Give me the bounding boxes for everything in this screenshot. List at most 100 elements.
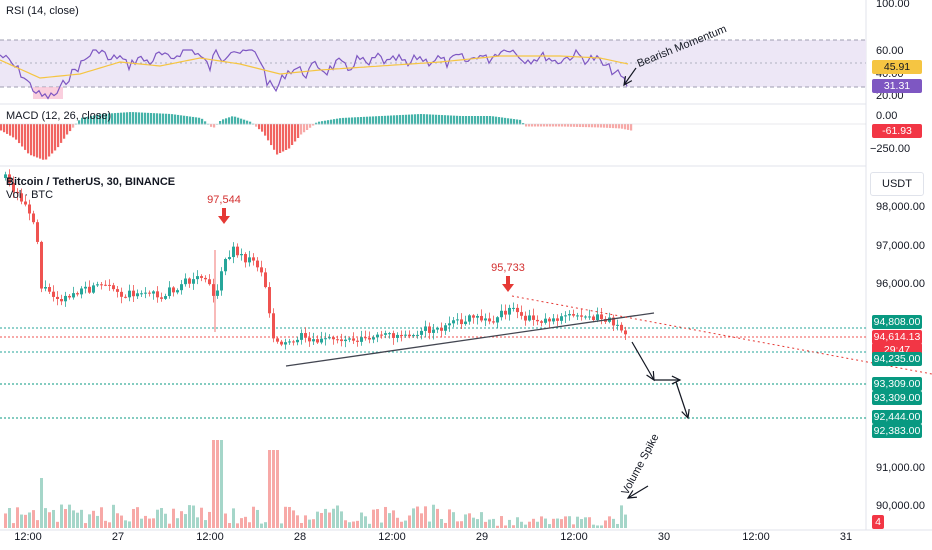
volume-badge: 4 [872, 515, 884, 529]
x-tick: 12:00 [378, 531, 406, 543]
macd-bar [294, 124, 297, 142]
macd-bar [63, 124, 66, 139]
volume-bar [76, 512, 79, 528]
macd-bar [87, 116, 90, 125]
volume-bar [300, 522, 303, 528]
volume-bar [152, 518, 155, 528]
currency-button[interactable]: USDT [870, 172, 924, 196]
x-tick: 12:00 [14, 531, 42, 543]
volume-bar [392, 510, 395, 528]
volume-bar [560, 519, 563, 528]
candle-body [504, 310, 507, 315]
macd-bar [318, 121, 321, 125]
candle-body [264, 272, 267, 288]
candle-body [56, 296, 59, 300]
candle-body [468, 315, 471, 322]
macd-bar [492, 116, 495, 125]
volume-bar [172, 508, 175, 528]
macd-bar [72, 124, 75, 128]
candle-body [336, 339, 339, 341]
macd-bar [327, 120, 330, 125]
macd-bar [447, 115, 450, 125]
macd-bar [60, 124, 63, 143]
candle-body [460, 319, 463, 325]
macd-bar [369, 116, 372, 125]
macd-bar [345, 117, 348, 125]
macd-bar [30, 124, 33, 156]
candle-body [388, 333, 391, 335]
volume-bar [112, 504, 115, 528]
volume-bar [612, 518, 615, 528]
macd-bar [579, 124, 582, 127]
macd-bar [441, 115, 444, 125]
volume-bar [424, 506, 427, 528]
candle-body [40, 241, 43, 289]
macd-bar [51, 124, 54, 154]
volume-bar [428, 521, 431, 528]
volume-bar [404, 520, 407, 528]
volume-bar [388, 513, 391, 528]
macd-bar [285, 124, 288, 150]
volume-bar [48, 512, 51, 528]
macd-bar [168, 113, 171, 125]
volume-bar [240, 518, 243, 528]
candle-body [556, 318, 559, 321]
volume-bar [604, 520, 607, 528]
macd-bar [309, 124, 312, 128]
macd-bar [231, 116, 234, 125]
volume-bar [588, 517, 591, 528]
macd-bar [375, 116, 378, 125]
volume-bar [504, 525, 507, 528]
volume-title[interactable]: Vol · BTC [6, 189, 54, 201]
volume-bar [536, 521, 539, 528]
volume-bar [412, 508, 415, 528]
candle-body [116, 289, 119, 292]
candle-body [520, 312, 523, 316]
candle-body [440, 327, 443, 331]
candle-body [552, 318, 555, 322]
macd-bar [465, 116, 468, 125]
rsi-title: RSI (14, close) [6, 5, 79, 17]
macd-bar [336, 118, 339, 125]
macd-bar [576, 124, 579, 127]
volume-bar [212, 440, 215, 528]
candle-body [288, 341, 291, 343]
volume-bar [460, 521, 463, 528]
macd-bar [354, 117, 357, 125]
macd-bar [297, 124, 300, 138]
volume-bar [56, 521, 59, 528]
macd-bar [561, 124, 564, 127]
candle-body [380, 334, 383, 336]
candle-body [108, 284, 111, 286]
macd-bar [402, 114, 405, 125]
volume-bar [400, 521, 403, 528]
candle-body [476, 315, 479, 318]
volume-bar [520, 521, 523, 528]
x-tick: 31 [839, 531, 853, 543]
volume-bar [312, 519, 315, 528]
volume-bar [148, 518, 151, 528]
volume-bar [196, 517, 199, 528]
volume-bar [204, 520, 207, 528]
candle-body [392, 333, 395, 338]
candle-body [160, 297, 163, 299]
candle-body [12, 183, 15, 192]
volume-bar [480, 512, 483, 528]
macd-bar [15, 124, 18, 140]
macd-bar [264, 124, 267, 136]
volume-bar [532, 518, 535, 528]
volume-bar [524, 524, 527, 528]
macd-bar [456, 115, 459, 125]
candle-body [372, 337, 375, 340]
candle-body [212, 284, 215, 296]
candle-body [412, 335, 415, 337]
volume-bar [244, 516, 247, 528]
volume-bar [84, 523, 87, 528]
candle-body [564, 315, 567, 317]
volume-bar [40, 478, 43, 528]
symbol-title[interactable]: Bitcoin / TetherUS, 30, BINANCE [6, 176, 176, 188]
candle-body [292, 341, 295, 343]
volume-bar [132, 508, 135, 528]
candle-body [584, 316, 587, 318]
